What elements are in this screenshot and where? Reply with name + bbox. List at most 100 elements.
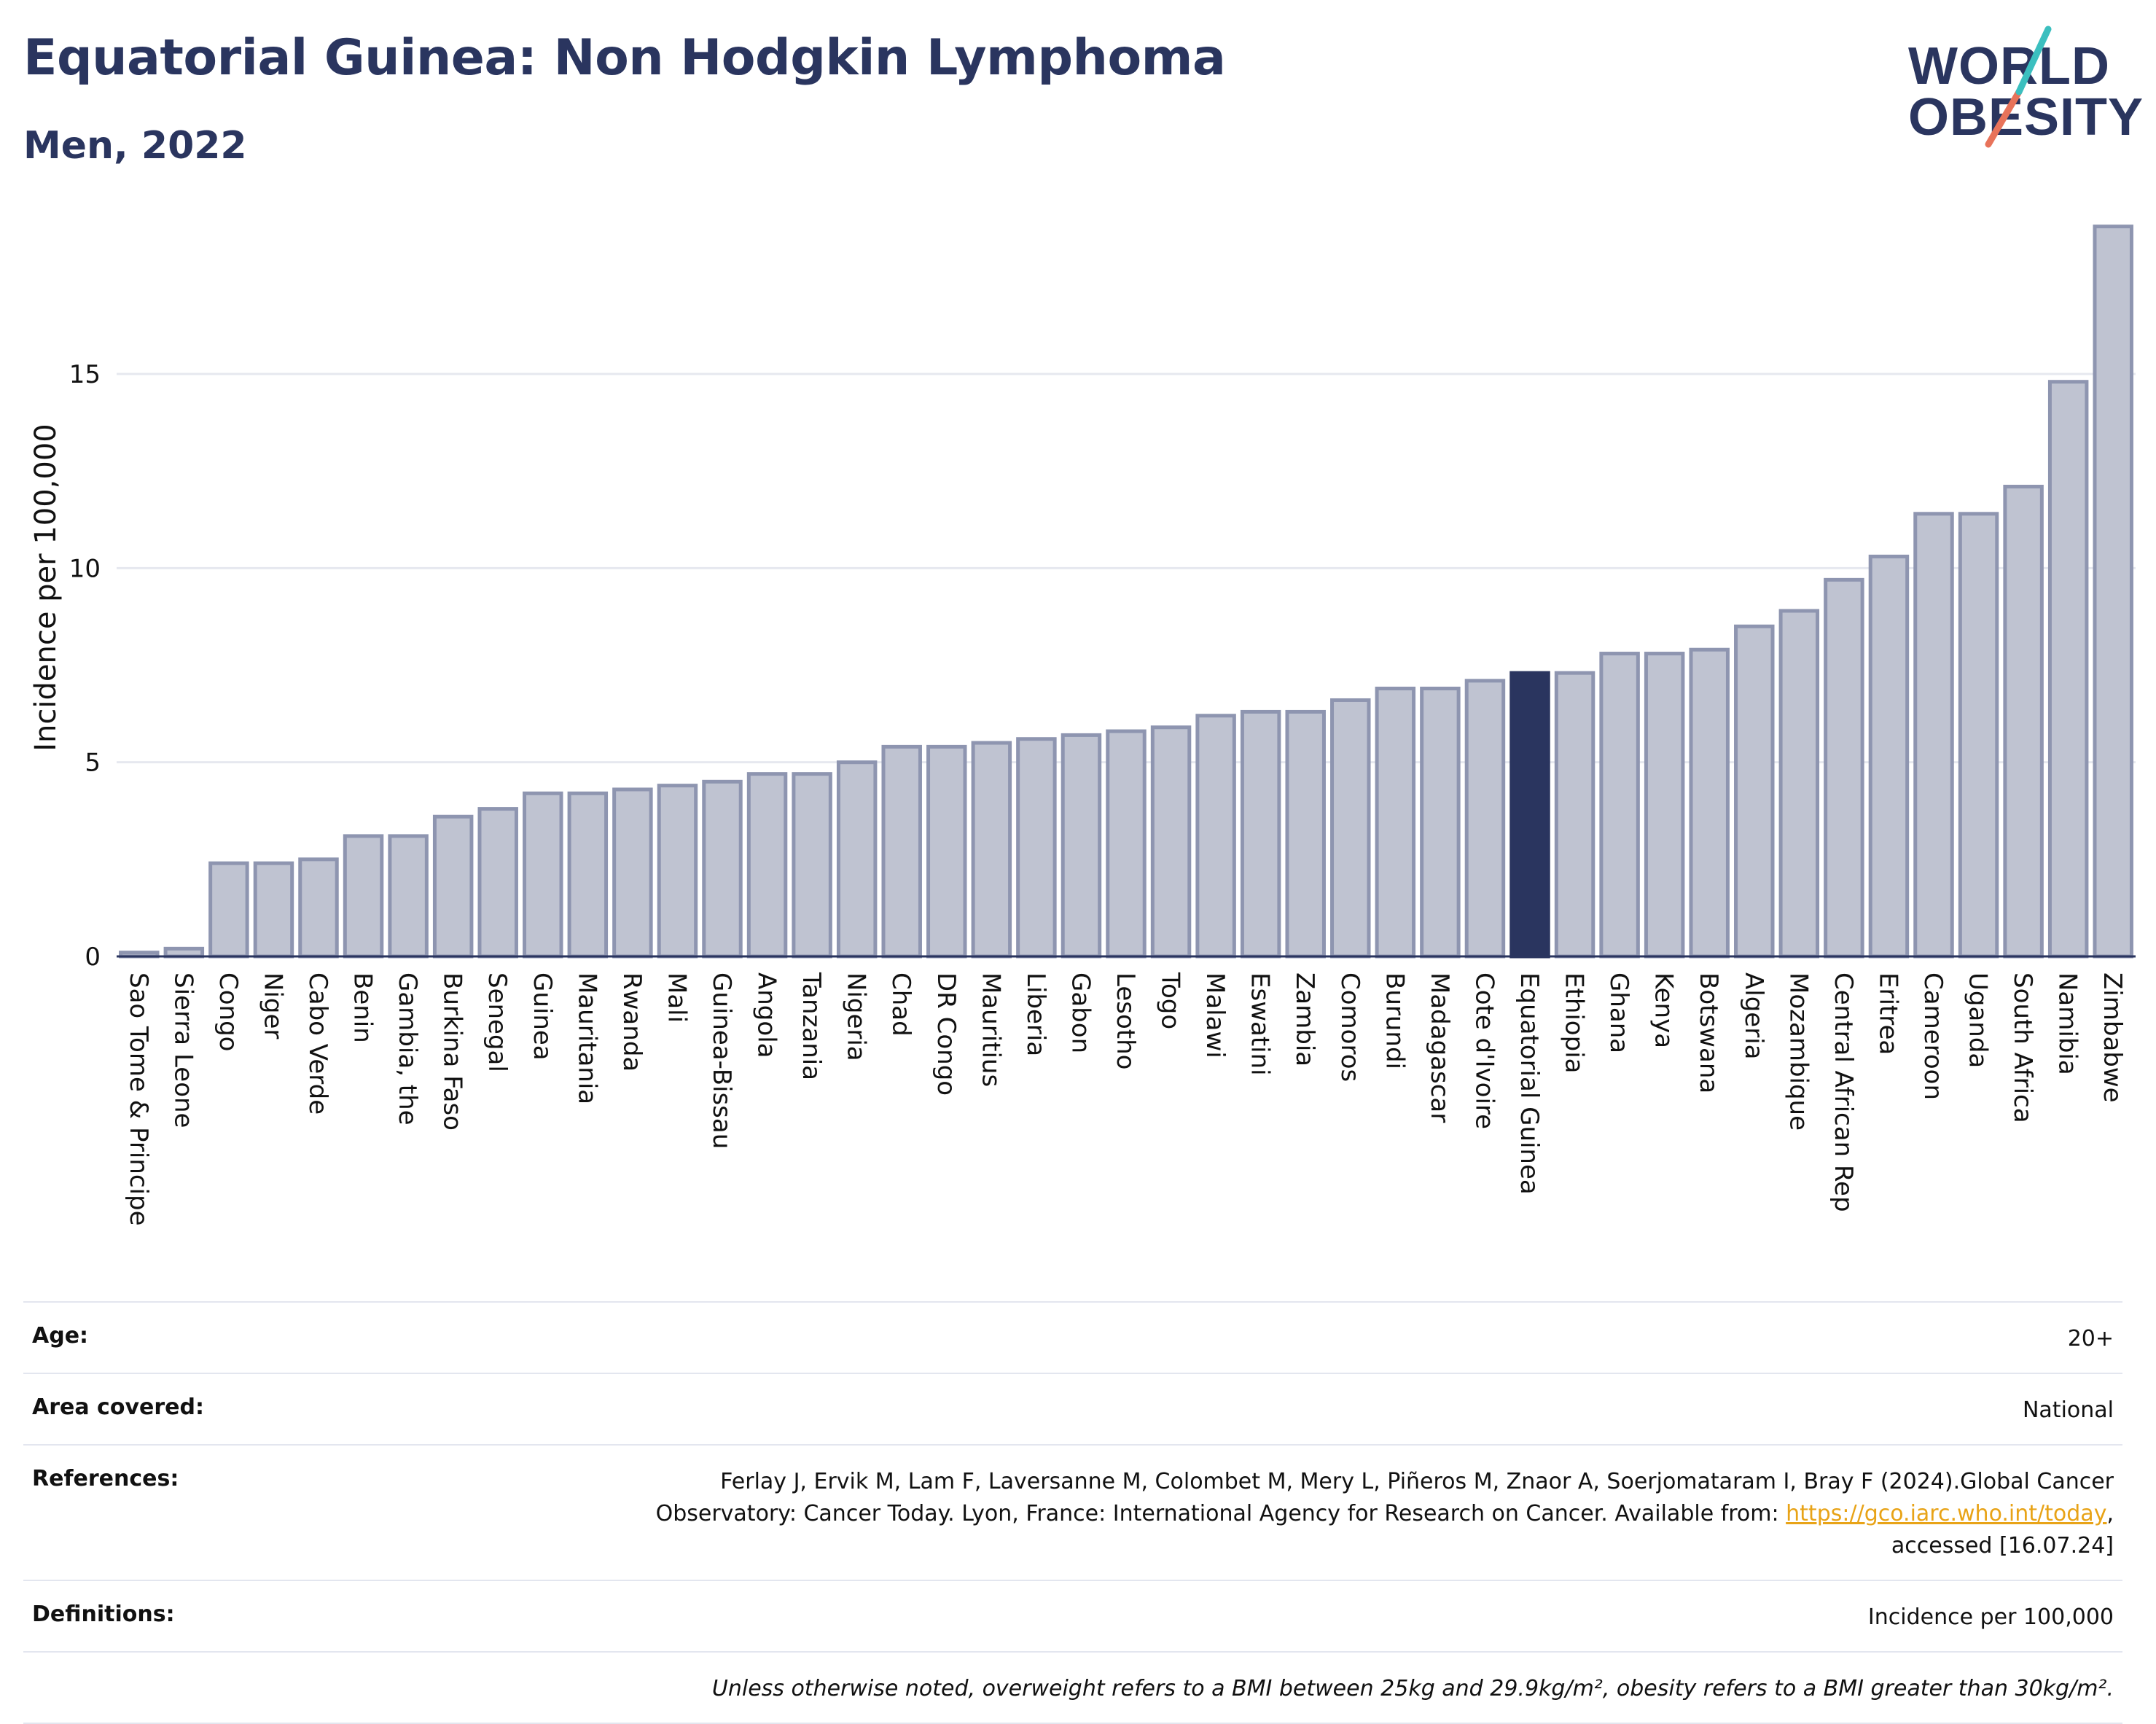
bar (388, 834, 429, 959)
references-line-3: accessed [16.07.24] (1891, 1533, 2114, 1559)
y-tick-label: 0 (85, 943, 101, 972)
x-tick-label: Equatorial Guinea (1515, 972, 1544, 1195)
references-line-2-end: , (2106, 1501, 2114, 1526)
logo-word-world: WORLD (1908, 37, 2110, 95)
bar (1240, 709, 1281, 959)
meta-row-age: Age: 20+ (23, 1301, 2122, 1373)
x-tick-label: Cabo Verde (303, 972, 332, 1115)
x-tick-label: Eswatini (1246, 972, 1275, 1076)
x-tick-label: Niger (258, 972, 287, 1039)
x-tick-label: Nigeria (842, 972, 871, 1061)
x-tick-label: Mozambique (1784, 972, 1813, 1131)
bar (1778, 609, 1820, 959)
meta-row-definitions: Definitions: Incidence per 100,000 (23, 1580, 2122, 1651)
x-tick-label: Cameroon (1918, 972, 1948, 1100)
x-tick-label: Chad (886, 972, 915, 1037)
x-tick-label: Rwanda (617, 972, 647, 1072)
x-tick-label: Congo (214, 972, 243, 1051)
x-tick-label: Liberia (1021, 972, 1050, 1056)
y-axis-label: Incidence per 100,000 (29, 424, 63, 752)
bar (1016, 737, 1057, 959)
bar (1285, 709, 1326, 959)
bar-chart: 0 5 10 15 Incidence per 100,000 Sao Tome & Pr… (29, 225, 2136, 1226)
x-tick-label: Eritrea (1873, 972, 1902, 1055)
bar (2093, 225, 2133, 959)
bar-highlighted (1509, 671, 1550, 959)
x-tick-label: Sierra Leone (168, 972, 198, 1128)
x-tick-label: Ghana (1604, 972, 1633, 1053)
bar (1375, 686, 1416, 959)
bar (1195, 714, 1236, 959)
bar (1913, 512, 1954, 959)
x-tick-label: Mauritius (976, 972, 1005, 1087)
bar (432, 814, 474, 959)
x-tick-label: Guinea (528, 972, 557, 1061)
bar (1734, 624, 1775, 959)
bar (1554, 671, 1595, 959)
x-tick-label: Botswana (1694, 972, 1723, 1093)
bar (1061, 733, 1102, 959)
bar (1824, 577, 1864, 959)
x-tick-label: DR Congo (931, 972, 961, 1096)
x-tick-label: Guinea-Bissau (707, 972, 736, 1149)
meta-row-note: Unless otherwise noted, overweight refer… (23, 1651, 2122, 1723)
y-tick-label: 10 (69, 554, 101, 583)
x-tick-label: Burundi (1380, 972, 1409, 1069)
x-tick-label: Tanzania (797, 972, 826, 1080)
x-tick-label: Namibia (2053, 972, 2082, 1075)
bar (1599, 652, 1640, 959)
bar (612, 787, 653, 959)
x-tick-label: South Africa (2008, 972, 2037, 1123)
x-tick-label: Comoros (1335, 972, 1364, 1082)
bar (792, 772, 832, 959)
bar (1330, 698, 1371, 959)
bar (836, 760, 878, 959)
references-link[interactable]: https://gco.iarc.who.int/today (1786, 1501, 2107, 1526)
bar (567, 791, 609, 959)
bar (253, 861, 294, 959)
x-tick-label: Madagascar (1425, 972, 1454, 1123)
bar (1689, 647, 1730, 959)
bar (477, 807, 518, 959)
bar (746, 772, 788, 959)
bar (926, 744, 967, 959)
x-tick-label: Lesotho (1111, 972, 1140, 1069)
bar (1150, 725, 1192, 959)
bar (702, 779, 743, 959)
bar (163, 946, 205, 959)
meta-row-area: Area covered: National (23, 1373, 2122, 1444)
bar (1868, 554, 1910, 959)
x-tick-label: Angola (752, 972, 781, 1058)
bar (343, 834, 384, 959)
bar (298, 857, 339, 959)
meta-age-label: Age: (32, 1323, 89, 1349)
meta-area-value: National (2022, 1397, 2114, 1423)
x-tick-label: Uganda (1964, 972, 1993, 1068)
x-tick-label: Burkina Faso (438, 972, 467, 1131)
bar (1106, 729, 1147, 959)
y-tick-label: 15 (69, 360, 101, 389)
x-tick-label: Central African Rep (1829, 972, 1858, 1212)
metadata-table: Age: 20+ Area covered: National Referenc… (23, 1301, 2122, 1724)
x-tick-label: Benin (348, 972, 378, 1043)
bar (881, 744, 922, 959)
bar (2047, 380, 2089, 959)
meta-definitions-value: Incidence per 100,000 (1867, 1604, 2114, 1630)
x-tick-label: Malawi (1200, 972, 1230, 1058)
x-tick-label: Senegal (483, 972, 512, 1072)
bar (971, 741, 1012, 959)
logo-word-obesity: OBESITY (1908, 88, 2144, 147)
meta-row-references: References: Ferlay J, Ervik M, Lam F, La… (23, 1444, 2122, 1580)
bar (1464, 679, 1506, 959)
x-tick-label: Algeria (1739, 972, 1768, 1059)
x-tick-label: Zambia (1290, 972, 1319, 1066)
y-tick-label: 5 (85, 749, 101, 778)
references-line-1: Ferlay J, Ervik M, Lam F, Laversanne M, … (720, 1469, 2114, 1494)
meta-area-label: Area covered: (32, 1395, 204, 1420)
chart-title: Equatorial Guinea: Non Hodgkin Lymphoma (23, 29, 1226, 87)
chart-subtitle: Men, 2022 (23, 124, 247, 168)
x-tick-label: Cote d'Ivoire (1469, 972, 1499, 1129)
bar (657, 784, 698, 959)
x-tick-label: Mali (662, 972, 691, 1023)
meta-references-value: Ferlay J, Ervik M, Lam F, Laversanne M, … (656, 1466, 2114, 1562)
